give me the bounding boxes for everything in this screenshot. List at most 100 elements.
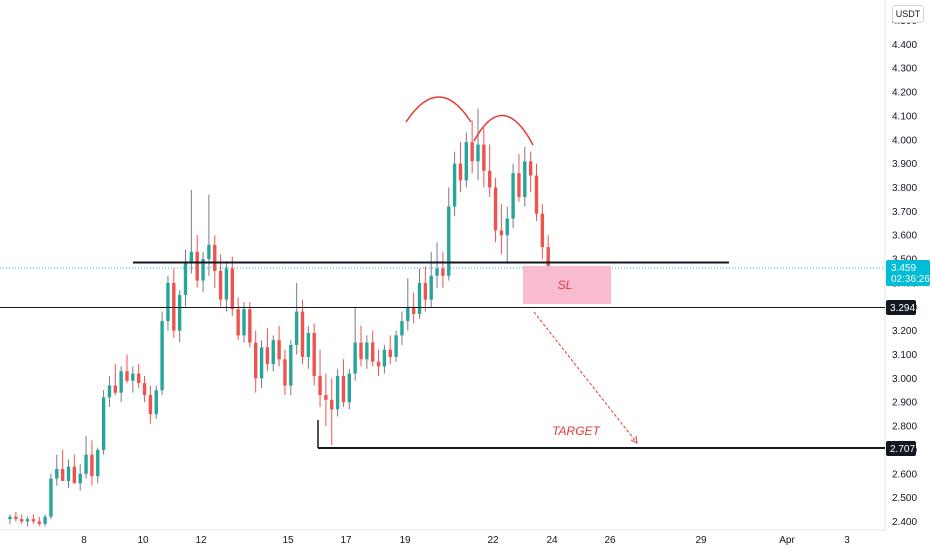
x-tick-label: 19 [399, 535, 411, 546]
candle-up [476, 144, 480, 162]
candle-down [341, 375, 346, 403]
candle-down [236, 309, 240, 336]
candle-up [505, 218, 509, 236]
y-tick-label: 3.100 [892, 350, 917, 361]
candle-down [248, 309, 252, 343]
candle-up [306, 333, 311, 357]
projection-arrow-line[interactable] [533, 311, 638, 444]
candle-up [523, 161, 527, 198]
candle-up [66, 466, 71, 481]
candle-down [371, 342, 375, 362]
candle-up [107, 385, 112, 398]
candle-up [43, 516, 47, 524]
y-tick-label: 2.600 [892, 469, 917, 480]
candle-down [254, 342, 258, 379]
candle-up [464, 142, 468, 181]
candle-up [242, 309, 246, 336]
target-level-value: 2.707 [890, 444, 915, 455]
candle-up [55, 469, 59, 479]
candle-up [119, 371, 123, 393]
candle-down [137, 373, 141, 384]
candle-down [423, 282, 428, 300]
candle-down [458, 163, 463, 181]
candle-down [90, 454, 94, 477]
x-tick-label: 15 [282, 535, 294, 546]
candle-down [482, 144, 486, 171]
candle-up [160, 321, 164, 391]
projection-arrow-head [630, 435, 638, 444]
y-tick-label: 4.100 [892, 111, 917, 122]
y-tick-label: 4.200 [892, 88, 917, 99]
candle-down [411, 306, 416, 314]
y-tick-label: 3.800 [892, 183, 917, 194]
x-tick-label: 17 [340, 535, 352, 546]
x-tick-label: 26 [604, 535, 616, 546]
candle-up [294, 311, 299, 345]
candle-down [218, 271, 223, 300]
left-shoulder-arc[interactable] [405, 96, 472, 123]
stop-loss-label: SL [558, 278, 573, 292]
candle-up [201, 259, 205, 281]
candle-up [511, 173, 515, 219]
candle-up [259, 347, 264, 379]
target-label: TARGET [552, 424, 601, 438]
candle-down [324, 395, 328, 400]
candle-down [376, 361, 381, 367]
y-tick-label: 4.300 [892, 64, 917, 75]
candle-up [78, 473, 82, 484]
candle-down [312, 333, 316, 376]
x-tick-label: 3 [844, 535, 850, 546]
candle-up [417, 282, 422, 314]
candle-down [330, 399, 334, 410]
y-tick-label: 2.900 [892, 398, 917, 409]
candle-up [447, 206, 451, 276]
candle-up [84, 454, 88, 474]
y-tick-label: 2.500 [892, 493, 917, 504]
candle-down [125, 371, 129, 381]
stop-loss-zone[interactable] [523, 266, 611, 304]
candle-countdown: 02:36:26 [891, 274, 930, 285]
candle-down [441, 268, 445, 276]
currency-button[interactable]: USDT [892, 5, 924, 23]
candle-down [230, 268, 234, 310]
candle-up [49, 478, 53, 517]
support-level-value: 3.294 [890, 303, 915, 314]
x-tick-label: 12 [195, 535, 207, 546]
candle-down [113, 385, 117, 393]
candle-down [388, 349, 392, 357]
x-tick-label: 24 [546, 535, 558, 546]
candle-down [300, 311, 305, 357]
candle-down [31, 519, 36, 522]
candle-up [347, 373, 351, 403]
candle-down [499, 230, 504, 236]
candle-down [318, 375, 322, 396]
candle-down [493, 187, 498, 231]
candle-up [335, 375, 340, 410]
candle-down [213, 244, 217, 271]
right-shoulder-arc[interactable] [473, 114, 534, 146]
support-level-tag [886, 300, 916, 315]
candle-up [289, 344, 293, 386]
x-tick-label: 22 [487, 535, 499, 546]
candle-up [183, 261, 188, 295]
target-level-tag [886, 441, 916, 456]
candle-up [452, 163, 457, 207]
candle-up [382, 349, 387, 367]
candle-up [224, 268, 229, 300]
candle-down [517, 173, 521, 198]
candle-down [470, 142, 474, 162]
y-tick-label: 4.400 [892, 40, 917, 51]
candle-up [353, 342, 357, 374]
candle-up [166, 282, 170, 322]
candle-up [131, 373, 135, 381]
candle-down [277, 340, 281, 360]
candle-down [283, 359, 287, 386]
candle-down [14, 516, 18, 520]
candle-up [271, 340, 275, 365]
time-axis[interactable]: 8 10 12 15 17 19 22 24 26 29 Apr 3 [81, 535, 850, 546]
candle-up [429, 275, 433, 300]
y-tick-label: 3.200 [892, 326, 917, 337]
candle-down [534, 175, 539, 214]
candle-up [177, 294, 182, 331]
